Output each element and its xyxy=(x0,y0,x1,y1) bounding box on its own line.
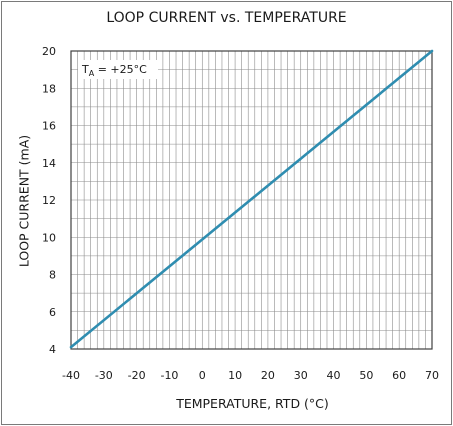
y-tick-label: 18 xyxy=(42,82,56,95)
x-tick-label: 20 xyxy=(261,369,275,382)
x-tick-label: -30 xyxy=(95,369,113,382)
x-tick-label: 70 xyxy=(425,369,439,382)
annotation-symbol: T xyxy=(81,63,89,76)
x-tick-label: -40 xyxy=(62,369,80,382)
annotation-background xyxy=(78,60,158,79)
y-tick-label: 12 xyxy=(42,194,56,207)
y-tick-label: 16 xyxy=(42,120,56,133)
x-axis-label: TEMPERATURE, RTD (°C) xyxy=(176,396,329,411)
chart-title: LOOP CURRENT vs. TEMPERATURE xyxy=(106,10,347,26)
y-tick-label: 4 xyxy=(49,343,56,356)
series-lines xyxy=(69,49,434,349)
y-tick-label: 10 xyxy=(42,231,56,244)
y-tick-label: 14 xyxy=(42,157,56,170)
y-tick-label: 20 xyxy=(42,45,56,58)
x-tick-label: 60 xyxy=(392,369,406,382)
x-tick-label: 30 xyxy=(294,369,308,382)
x-tick-label: -10 xyxy=(160,369,178,382)
grid-lines xyxy=(71,51,432,349)
series-line xyxy=(69,49,434,349)
x-tick-label: -20 xyxy=(128,369,146,382)
x-tick-label: 40 xyxy=(327,369,341,382)
y-tick-label: 8 xyxy=(49,269,56,282)
plot-area-border xyxy=(70,50,433,350)
temperature-annotation: TA = +25°C xyxy=(81,63,147,78)
y-tick-label: 6 xyxy=(49,306,56,319)
x-tick-label: 10 xyxy=(228,369,242,382)
y-tick-labels: 4 6 8 10 12 14 16 18 20 xyxy=(42,45,56,356)
annotation-value: = +25°C xyxy=(94,63,147,76)
x-tick-label: 0 xyxy=(199,369,206,382)
annotation-subscript: A xyxy=(89,69,95,78)
x-tick-labels: -40 -30 -20 -10 0 10 20 30 40 50 60 70 xyxy=(62,369,439,382)
x-tick-label: 50 xyxy=(359,369,373,382)
